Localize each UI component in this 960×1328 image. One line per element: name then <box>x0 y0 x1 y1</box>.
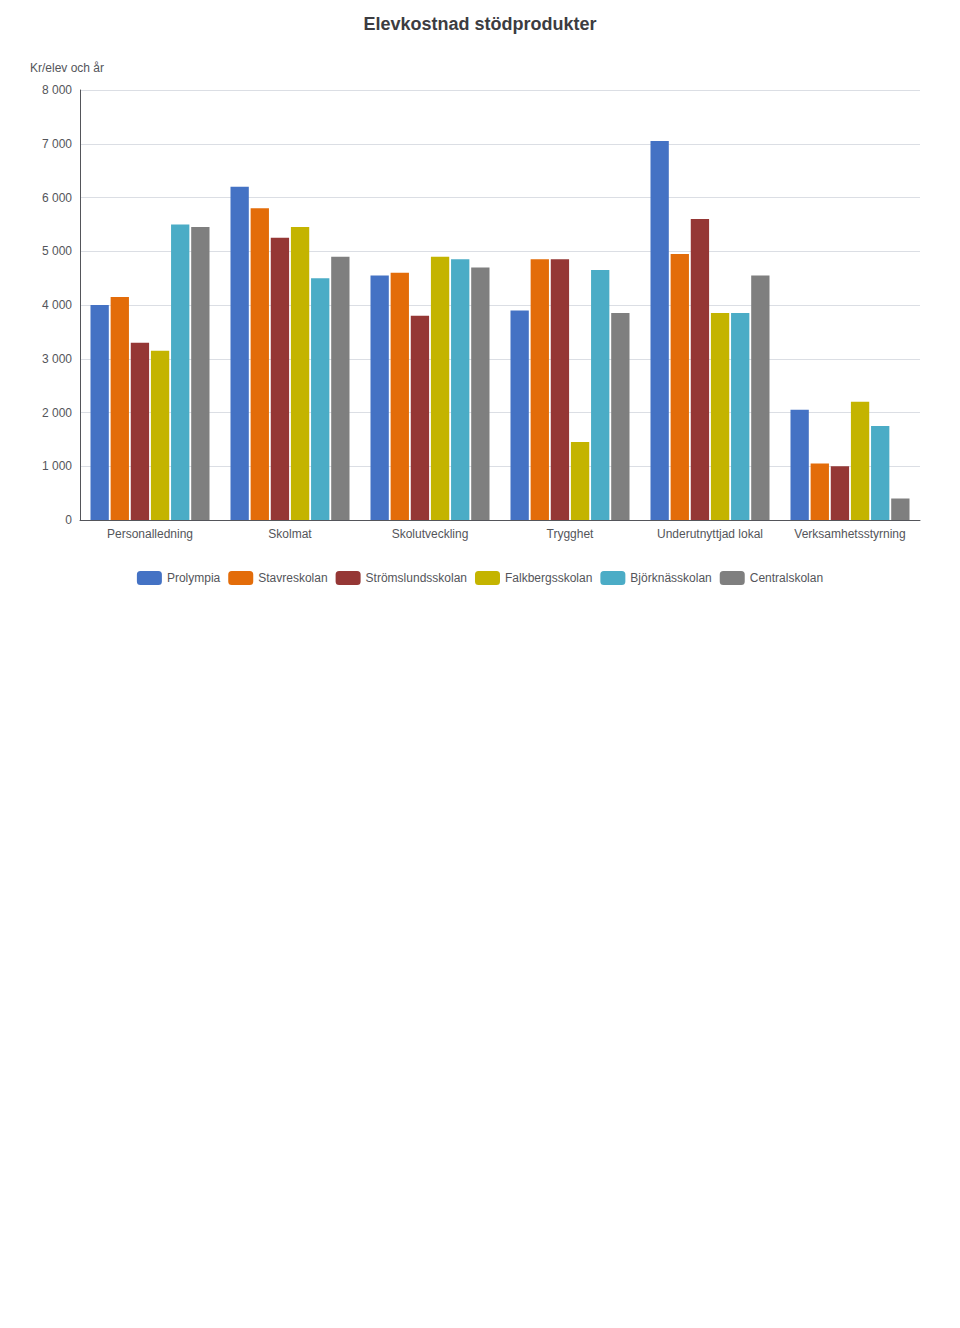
svg-text:6 000: 6 000 <box>42 191 72 205</box>
svg-text:Stavreskolan: Stavreskolan <box>258 571 327 585</box>
svg-text:Personalledning: Personalledning <box>107 527 193 541</box>
svg-text:Verksamhetsstyrning: Verksamhetsstyrning <box>794 527 905 541</box>
svg-text:Skolutveckling: Skolutveckling <box>392 527 469 541</box>
svg-text:Elevkostnad stödprodukter: Elevkostnad stödprodukter <box>363 14 596 34</box>
svg-text:Trygghet: Trygghet <box>547 527 595 541</box>
svg-text:8 000: 8 000 <box>42 83 72 97</box>
svg-text:Centralskolan: Centralskolan <box>750 571 823 585</box>
svg-text:Strömslundsskolan: Strömslundsskolan <box>366 571 467 585</box>
svg-text:4 000: 4 000 <box>42 298 72 312</box>
svg-text:Kr/elev och år: Kr/elev och år <box>30 61 104 75</box>
svg-text:Skolmat: Skolmat <box>268 527 312 541</box>
svg-text:0: 0 <box>65 513 72 527</box>
svg-text:Falkbergsskolan: Falkbergsskolan <box>505 571 592 585</box>
svg-text:Björknässkolan: Björknässkolan <box>630 571 711 585</box>
svg-text:Underutnyttjad lokal: Underutnyttjad lokal <box>657 527 763 541</box>
svg-text:7 000: 7 000 <box>42 137 72 151</box>
svg-text:1 000: 1 000 <box>42 459 72 473</box>
svg-text:Prolympia: Prolympia <box>167 571 221 585</box>
svg-text:3 000: 3 000 <box>42 352 72 366</box>
svg-text:2 000: 2 000 <box>42 406 72 420</box>
svg-text:5 000: 5 000 <box>42 244 72 258</box>
